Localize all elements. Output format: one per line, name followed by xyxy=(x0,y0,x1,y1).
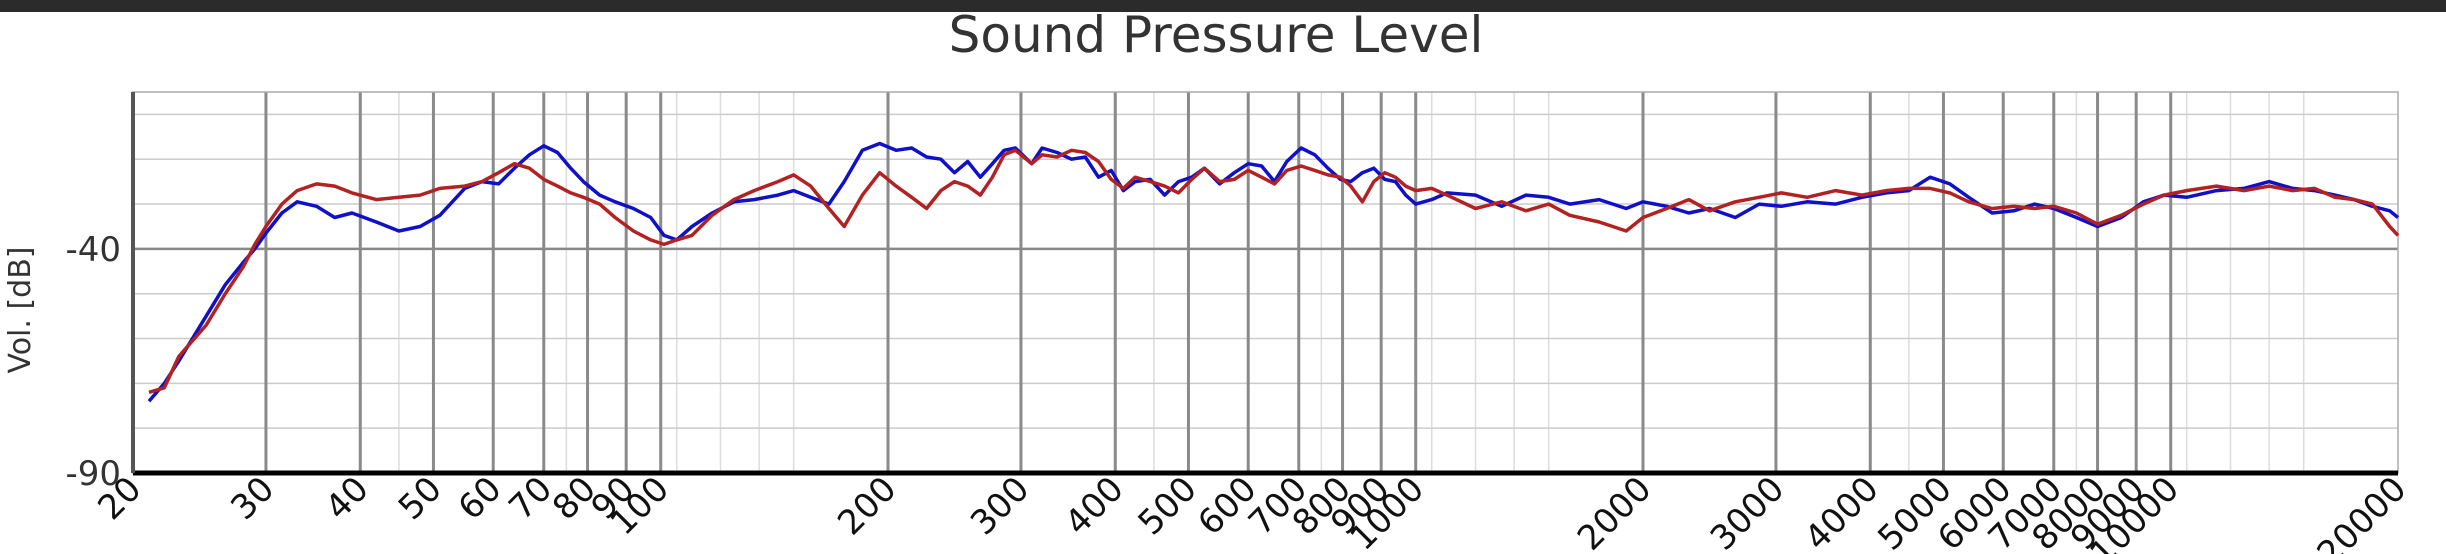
x-tick-label: 30 xyxy=(223,469,282,528)
series-line-2 xyxy=(148,148,2400,394)
x-tick-label: 200 xyxy=(830,469,904,543)
x-tick-label: 3000 xyxy=(1703,469,1792,554)
top-bar xyxy=(0,0,2446,12)
plot-border xyxy=(132,91,2399,474)
x-tick-label: 60 xyxy=(451,469,510,528)
x-tick-label: 400 xyxy=(1057,469,1131,543)
y-axis-label: Vol. [dB] xyxy=(3,247,38,374)
x-tick-label: 300 xyxy=(963,469,1037,543)
x-tick-label: 500 xyxy=(1131,469,1205,543)
x-tick-label: 20000 xyxy=(2310,469,2415,554)
y-tick-label: -90 xyxy=(65,454,121,494)
chart-title: Sound Pressure Level xyxy=(949,6,1484,64)
y-tick-label: -40 xyxy=(65,230,121,270)
y-tick-labels: -40 -90 xyxy=(65,230,121,494)
series-layer xyxy=(147,141,2400,403)
grid-layer xyxy=(132,91,2399,475)
x-tick-label: 2000 xyxy=(1570,469,1659,554)
x-tick-label: 40 xyxy=(318,469,377,528)
x-tick-label: 50 xyxy=(391,469,450,528)
x-tick-label: 4000 xyxy=(1797,469,1886,554)
axes-layer xyxy=(131,92,2398,476)
